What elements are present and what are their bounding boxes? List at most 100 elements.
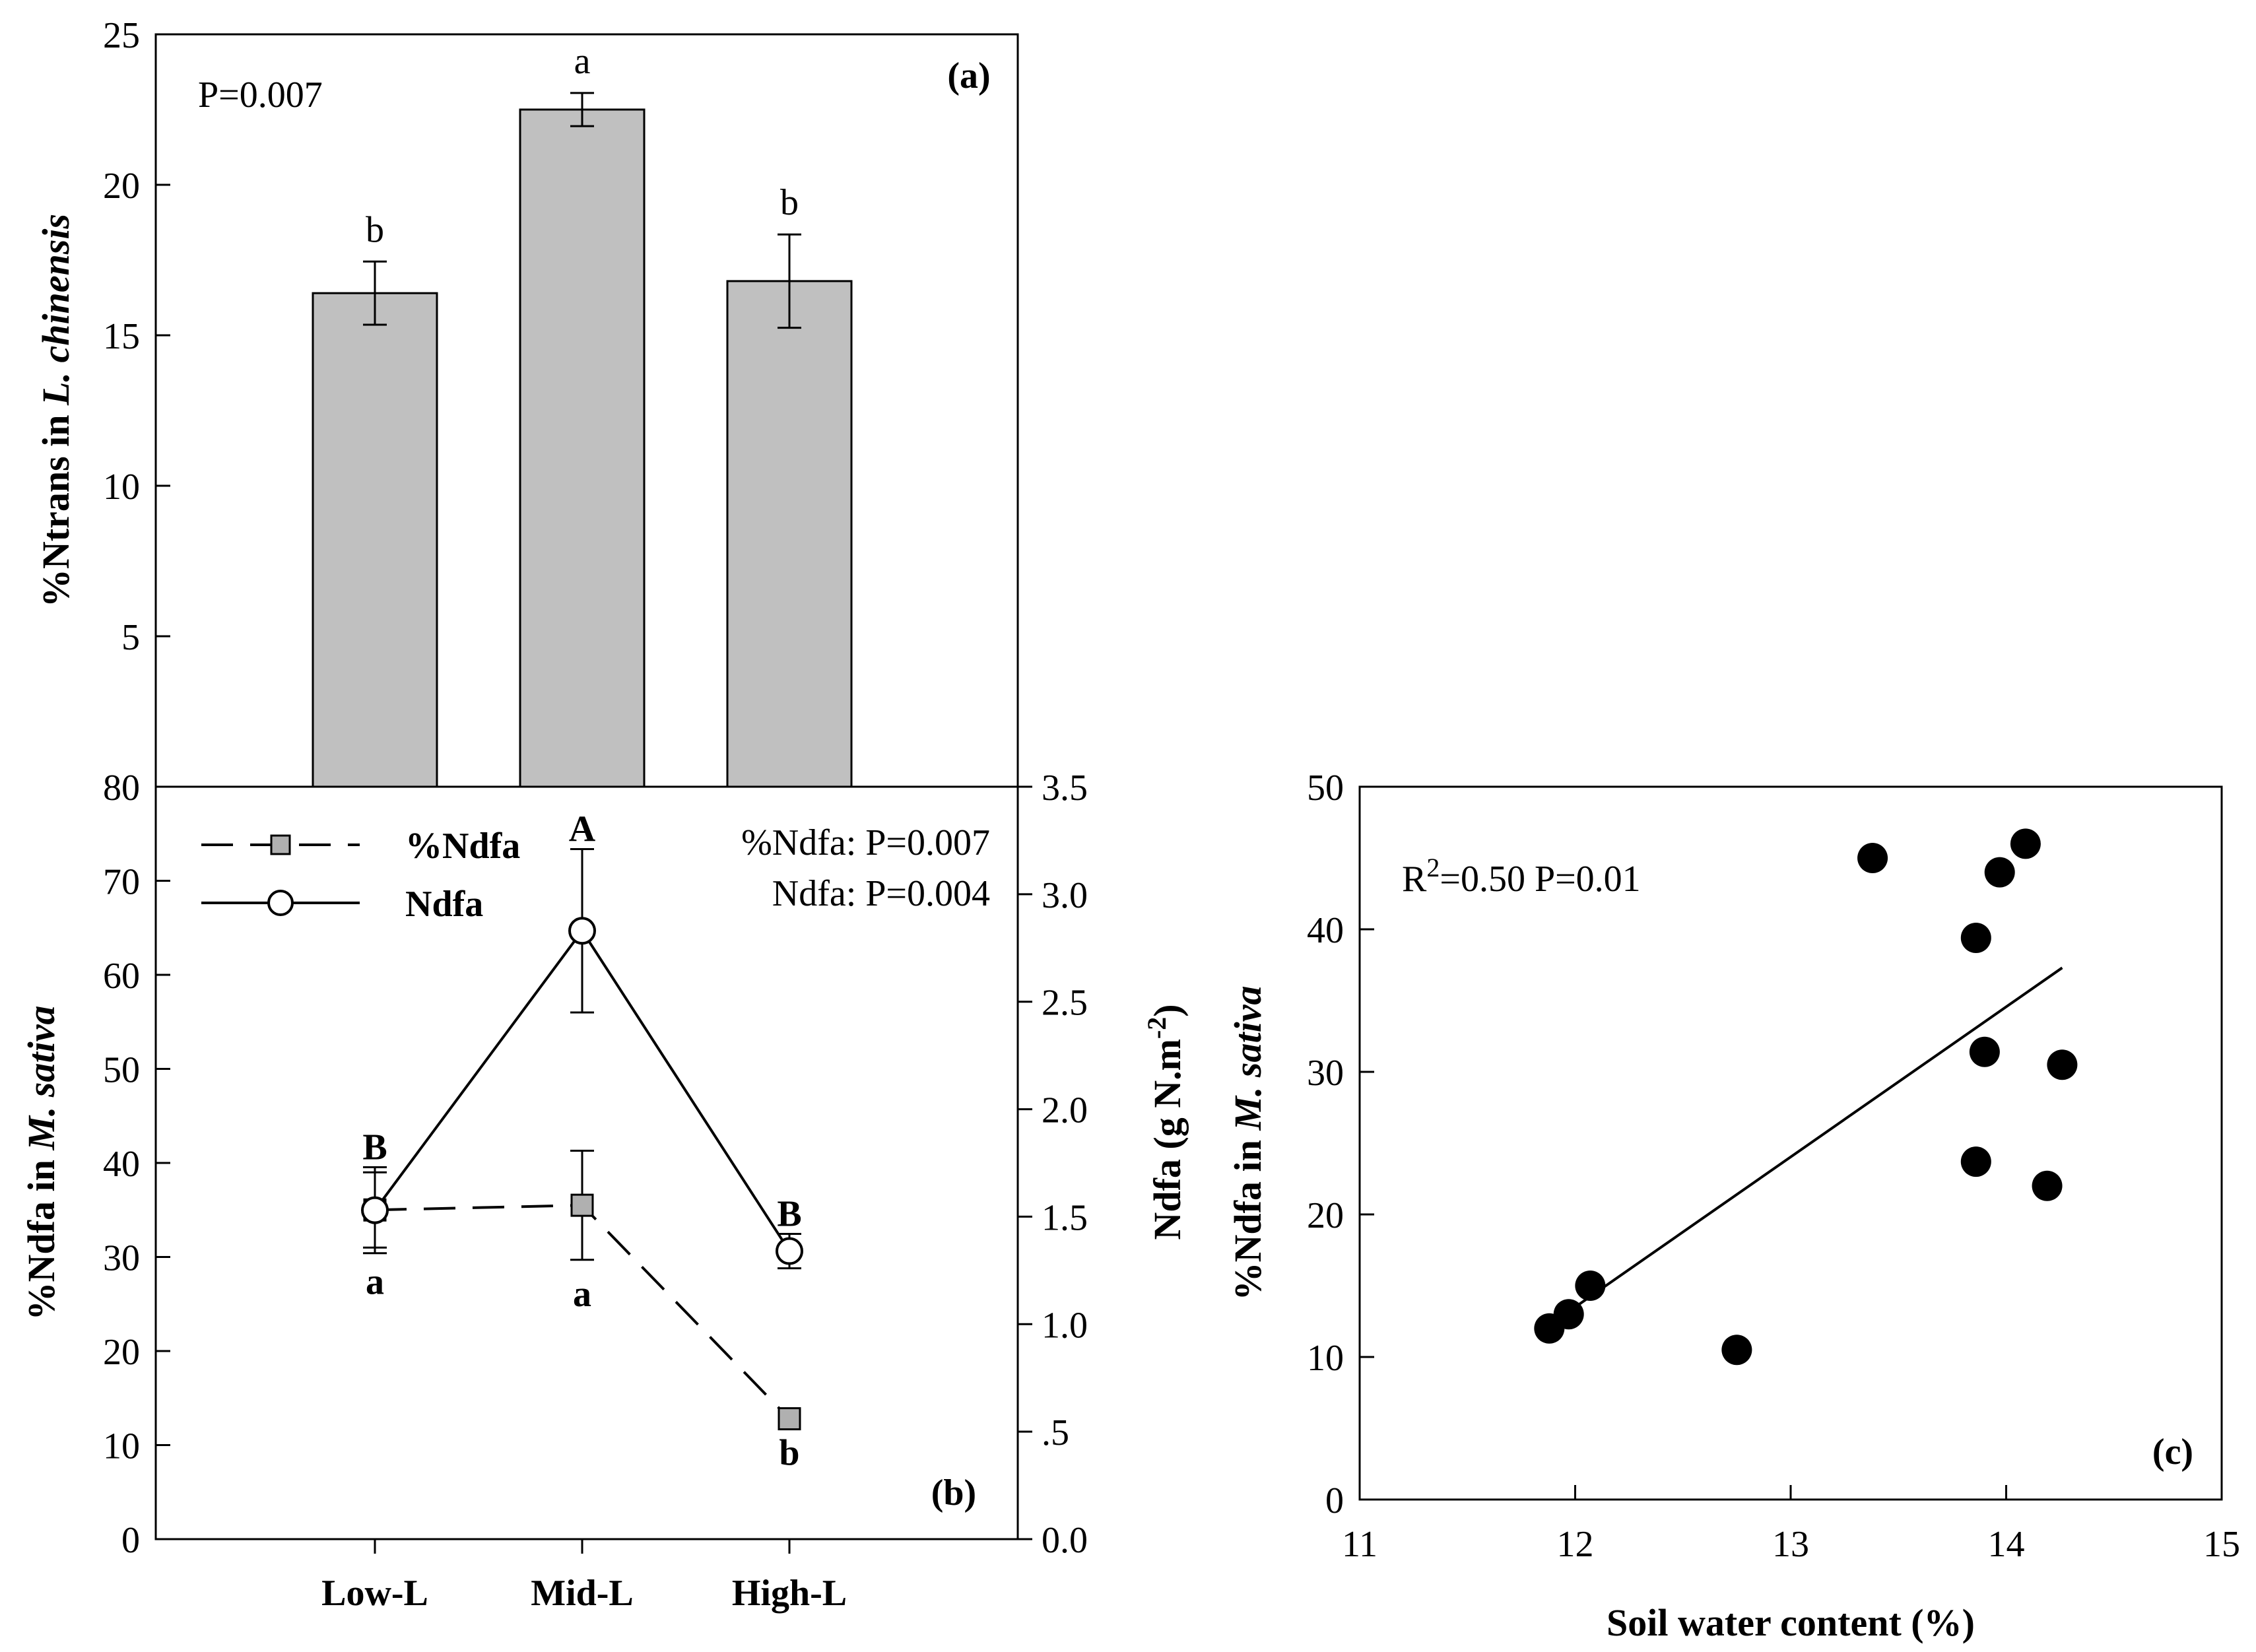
panel-b-axis-ticks: 0 10 20 30 40 50 60 70 80 0.0 .5 1.0 1.5 2.0 2.5 3.0 3.5…: [103, 768, 1088, 1614]
panel-c-x-tick-label: 14: [1988, 1524, 2025, 1565]
panel-b-ndfa-point: [568, 917, 596, 945]
panel-a-y-tick-label: 25: [103, 15, 140, 56]
panel-c-r2-annotation: R2=0.50 P=0.01: [1402, 853, 1641, 900]
panel-a-y-axis-label: %Ntrans in L. chinensis: [34, 214, 77, 607]
panel-a-significance-letter: a: [574, 41, 591, 82]
panel-a-bar: [519, 108, 646, 788]
panel-b-left-tick-label: 60: [103, 956, 140, 997]
panel-b-right-tick-label: 2.5: [1042, 983, 1088, 1024]
legend-ndfa-label: Ndfa: [405, 884, 483, 925]
panel-c-y-axis-label-species: M. sativa: [1226, 986, 1269, 1131]
panel-c-scatter-chart: 0 10 20 30 40 50 11 12 13 14 15 (c) R2=0.50 P=0.01…: [1226, 768, 2240, 1644]
panel-b-ndfa-point: [361, 1196, 389, 1224]
panel-c-data-point: [1960, 1146, 1991, 1177]
panel-b-right-axis-label-sup: -2: [1142, 1017, 1172, 1039]
panel-c-axis-ticks: 0 10 20 30 40 50 11 12 13 14 15: [1307, 768, 2240, 1565]
panel-b-right-axis-label-end: ): [1146, 1004, 1189, 1016]
panel-a-bar: [726, 280, 853, 788]
panel-c-x-tick-label: 11: [1342, 1524, 1377, 1565]
panel-b-right-axis-label: Ndfa (g N.m-2): [1142, 1004, 1189, 1239]
panel-c-r2-r: R: [1402, 859, 1427, 900]
panel-b-right-axis-label-main: Ndfa (g N.m: [1146, 1039, 1189, 1239]
panel-c-r2-sup: 2: [1426, 853, 1440, 882]
panel-b-x-tick-label: High-L: [732, 1573, 847, 1614]
panel-b-left-tick-label: 0: [121, 1520, 140, 1561]
panel-c-data-point: [2010, 828, 2041, 859]
panel-b-left-axis-label: %Ndfa in M. sativa: [20, 1006, 63, 1321]
legend-ndfa-marker: [267, 890, 294, 916]
panel-b-right-tick-label: 3.5: [1042, 768, 1088, 809]
panel-b-percent-ndfa-point: [778, 1407, 801, 1431]
panel-c-x-tick-label: 12: [1557, 1524, 1594, 1565]
panel-a-bar: [312, 292, 438, 788]
panel-c-data-point: [1575, 1271, 1606, 1301]
panel-c-data-point: [1857, 843, 1888, 873]
legend-percent-ndfa-label: %Ndfa: [405, 826, 520, 867]
panel-c-data-point: [2047, 1049, 2078, 1080]
panel-b-legend: %Ndfa Ndfa: [201, 826, 520, 925]
panel-a-y-ticks: 5 10 15 20 25: [103, 15, 170, 658]
panel-c-data-point: [1960, 922, 1991, 953]
panel-b-left-tick-label: 70: [103, 862, 140, 903]
panel-c-points: [1534, 828, 2078, 1366]
panel-b-percent-ndfa-letter: a: [573, 1274, 591, 1315]
panel-c-y-axis-label: %Ndfa in M. sativa: [1226, 986, 1269, 1301]
panel-a-significance-letter: b: [366, 209, 384, 250]
panel-a-y-axis-label-main: %Ntrans in: [34, 405, 77, 607]
panel-b-p-value-ndfa: Ndfa: P=0.004: [772, 873, 990, 914]
panel-b-left-tick-label: 50: [103, 1050, 140, 1091]
panel-b-percent-ndfa-letter: b: [779, 1433, 799, 1474]
panel-c-x-axis-label: Soil water content (%): [1607, 1601, 1975, 1644]
panel-a-y-axis-label-species: L. chinensis: [34, 214, 77, 406]
panel-a-y-tick-label: 5: [121, 617, 140, 658]
panel-b-p-value-percent-ndfa: %Ndfa: P=0.007: [741, 822, 990, 863]
panel-a-y-tick-label: 15: [103, 316, 140, 357]
panel-b-right-tick-label: 0.0: [1042, 1520, 1088, 1561]
panel-c-data-point: [2032, 1170, 2063, 1201]
panel-b-ndfa-letter: B: [777, 1193, 801, 1234]
panel-a-bar-chart: 5 10 15 20 25 b a b (a) P=0.007 %Ntrans in L. …: [34, 15, 1019, 788]
panel-c-data-point: [1553, 1299, 1584, 1330]
panel-c-data-point: [1984, 857, 2015, 888]
panel-b-left-axis-label-main: %Ndfa in: [20, 1150, 63, 1321]
panel-b-right-tick-label: 2.0: [1042, 1090, 1088, 1131]
panel-a-significance-letter: b: [780, 182, 799, 223]
panel-b-line-chart: 0 10 20 30 40 50 60 70 80 0.0 .5 1.0 1.5 2.0 2.5 3.0 3.5…: [20, 768, 1189, 1614]
panel-b-x-tick-label: Low-L: [321, 1573, 428, 1614]
panel-a-label: (a): [947, 55, 990, 96]
panel-c-y-tick-label: 10: [1307, 1338, 1344, 1379]
panel-c-x-tick-label: 15: [2203, 1524, 2240, 1565]
panel-c-y-tick-label: 0: [1325, 1480, 1344, 1521]
panel-b-left-tick-label: 80: [103, 768, 140, 809]
panel-b-right-tick-label: 1.5: [1042, 1197, 1088, 1238]
panel-c-y-tick-label: 20: [1307, 1195, 1344, 1236]
panel-a-p-value: P=0.007: [198, 75, 323, 116]
panel-c-y-tick-label: 40: [1307, 910, 1344, 951]
panel-b-x-tick-label: Mid-L: [531, 1573, 634, 1614]
panel-b-label: (b): [931, 1472, 976, 1513]
panel-c-data-point: [1721, 1335, 1752, 1366]
panel-b-ndfa-letter: A: [569, 809, 596, 849]
panel-c-y-tick-label: 50: [1307, 768, 1344, 809]
panel-b-series: a a b B A B: [361, 809, 803, 1474]
panel-b-left-tick-label: 10: [103, 1426, 140, 1467]
panel-b-left-tick-label: 40: [103, 1144, 140, 1185]
panel-c-label: (c): [2152, 1432, 2193, 1472]
panel-a-y-tick-label: 10: [103, 467, 140, 508]
panel-b-percent-ndfa-point: [570, 1193, 594, 1217]
panel-c-y-tick-label: 30: [1307, 1053, 1344, 1094]
panel-b-left-axis-label-species: M. sativa: [20, 1006, 63, 1151]
panel-b-percent-ndfa-letter: a: [366, 1261, 384, 1302]
panel-a-bars: b a b: [312, 41, 853, 788]
panel-b-right-tick-label: 3.0: [1042, 875, 1088, 916]
panel-c-data-point: [1969, 1036, 2000, 1067]
panel-b-ndfa-letter: B: [362, 1127, 387, 1168]
panel-b-right-tick-label: 1.0: [1042, 1305, 1088, 1346]
panel-c-regression-line: [1574, 966, 2063, 1309]
panel-b-ndfa-point: [776, 1237, 803, 1265]
panel-c-x-tick-label: 13: [1772, 1524, 1809, 1565]
panel-b-left-tick-label: 30: [103, 1238, 140, 1279]
panel-b-left-tick-label: 20: [103, 1332, 140, 1373]
panel-c-r2-rest: =0.50 P=0.01: [1440, 859, 1640, 900]
